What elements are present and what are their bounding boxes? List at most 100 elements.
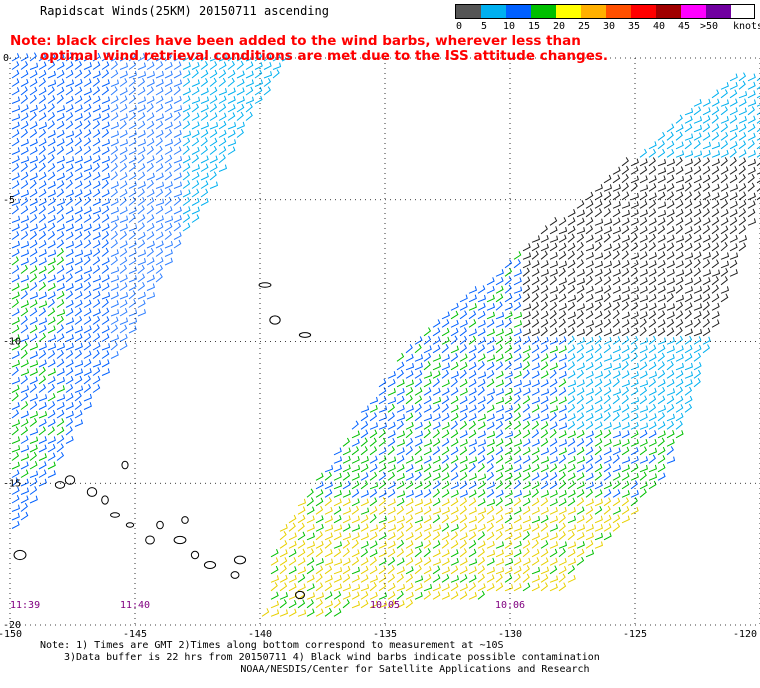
wind-barb bbox=[137, 120, 146, 130]
wind-barb bbox=[254, 95, 263, 104]
wind-barb bbox=[675, 386, 683, 396]
wind-barb bbox=[128, 248, 137, 257]
wind-barb bbox=[173, 130, 182, 138]
wind-barb bbox=[549, 301, 558, 311]
wind-barb bbox=[351, 600, 360, 609]
wind-barb bbox=[684, 252, 694, 260]
wind-barb bbox=[594, 429, 603, 439]
wind-barb bbox=[324, 515, 333, 524]
wind-barb bbox=[182, 197, 191, 206]
wind-barb bbox=[387, 582, 396, 592]
wind-barb bbox=[209, 95, 218, 104]
wind-barb bbox=[756, 120, 760, 124]
wind-barb bbox=[576, 506, 585, 515]
wind-barb bbox=[603, 276, 612, 286]
wind-barb bbox=[432, 404, 441, 413]
wind-barb bbox=[504, 558, 514, 566]
wind-barb bbox=[333, 575, 342, 583]
wind-barb bbox=[387, 388, 396, 396]
wind-barb bbox=[110, 104, 119, 113]
wind-barb bbox=[11, 377, 20, 385]
wind-barb bbox=[128, 266, 137, 274]
wind-barb bbox=[182, 87, 191, 96]
wind-barb bbox=[657, 260, 666, 269]
wind-barb bbox=[612, 447, 621, 456]
wind-barb bbox=[351, 438, 360, 447]
wind-barb bbox=[657, 140, 665, 150]
wind-barb bbox=[648, 464, 657, 473]
wind-barb bbox=[450, 446, 459, 456]
wind-barb bbox=[639, 311, 648, 320]
wind-barb bbox=[639, 438, 648, 447]
wind-barb bbox=[155, 205, 164, 215]
wind-barb bbox=[369, 463, 378, 473]
wind-barb bbox=[378, 574, 387, 583]
wind-barb bbox=[693, 234, 702, 243]
wind-barb bbox=[576, 430, 585, 439]
wind-barb bbox=[56, 223, 65, 232]
contamination-note: Note: black circles have been added to t… bbox=[10, 34, 608, 64]
wind-barb bbox=[504, 318, 512, 328]
wind-barb bbox=[468, 481, 477, 490]
wind-barb bbox=[585, 454, 594, 464]
wind-barb bbox=[432, 362, 441, 371]
wind-barb bbox=[378, 378, 387, 388]
wind-barb bbox=[729, 73, 738, 82]
wind-barb bbox=[441, 539, 449, 549]
wind-barb bbox=[540, 234, 549, 243]
wind-barb bbox=[540, 557, 549, 566]
wind-barb bbox=[540, 515, 549, 524]
wind-barb bbox=[531, 464, 540, 473]
wind-barb bbox=[711, 216, 720, 226]
wind-barb bbox=[56, 342, 65, 351]
wind-barb bbox=[29, 292, 38, 300]
wind-barb bbox=[639, 471, 647, 481]
wind-barb bbox=[65, 70, 74, 79]
wind-barb bbox=[576, 548, 585, 558]
wind-barb bbox=[603, 336, 612, 345]
wind-barb bbox=[693, 286, 702, 294]
wind-barb bbox=[594, 286, 604, 294]
wind-barb bbox=[612, 260, 621, 269]
island-outline bbox=[269, 315, 281, 325]
wind-barb bbox=[675, 404, 684, 413]
wind-barb bbox=[182, 120, 191, 130]
wind-barb bbox=[675, 114, 683, 124]
wind-barb bbox=[630, 430, 639, 439]
wind-barb bbox=[477, 446, 486, 456]
wind-barb bbox=[549, 378, 558, 388]
wind-barb bbox=[477, 507, 487, 515]
wind-barb bbox=[576, 200, 585, 209]
wind-barb bbox=[531, 336, 540, 345]
wind-barb bbox=[495, 311, 505, 320]
wind-barb bbox=[630, 421, 639, 430]
wind-barb bbox=[675, 184, 685, 192]
wind-barb bbox=[92, 70, 101, 79]
wind-barb bbox=[101, 52, 110, 62]
wind-barb bbox=[396, 539, 405, 549]
wind-barb bbox=[288, 557, 297, 566]
wind-barb bbox=[279, 531, 287, 541]
wind-barb bbox=[504, 353, 513, 362]
wind-barb bbox=[513, 311, 523, 320]
wind-barb bbox=[522, 515, 531, 524]
wind-barb bbox=[396, 548, 405, 558]
wind-barb bbox=[414, 531, 423, 541]
wind-barb bbox=[729, 107, 738, 116]
wind-barb bbox=[38, 145, 46, 155]
wind-barb bbox=[146, 179, 154, 189]
wind-barb bbox=[720, 286, 729, 294]
wind-barb bbox=[74, 299, 83, 308]
wind-barb bbox=[540, 396, 549, 405]
wind-barb bbox=[567, 217, 576, 226]
wind-barb bbox=[594, 515, 603, 524]
wind-barb bbox=[720, 183, 729, 192]
wind-barb bbox=[360, 599, 369, 609]
wind-barb bbox=[594, 532, 603, 541]
wind-barb bbox=[612, 522, 621, 532]
wind-barb bbox=[369, 437, 377, 447]
wind-barb bbox=[83, 402, 92, 410]
wind-barb bbox=[369, 471, 378, 481]
wind-barb bbox=[306, 515, 315, 524]
wind-barb bbox=[603, 218, 613, 226]
